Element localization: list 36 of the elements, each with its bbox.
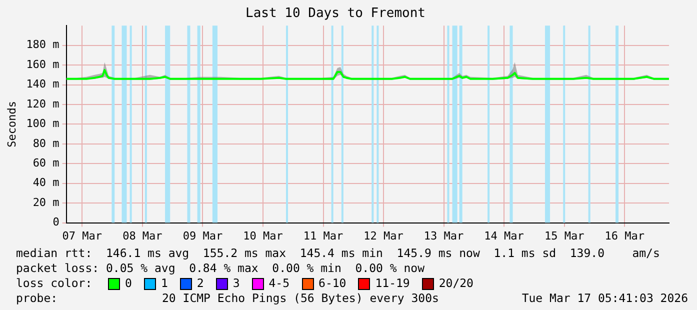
x-tick-label: 07 Mar [62,229,102,242]
x-tick-label: 14 Mar [484,229,524,242]
text: Tue Mar 17 05:41:03 2026 [522,291,688,306]
x-tick-label: 15 Mar [544,229,585,242]
y-axis-title: Seconds [5,101,18,148]
text: packet loss: 0.05 % avg 0.84 % max 0.00 % min 0.00 % now [16,261,426,276]
y-tick-label: 120 m [26,97,60,110]
chart-title: Last 10 Days to Fremont [245,6,426,22]
text: 0 [124,276,132,291]
text: 20 ICMP Echo Pings (56 Bytes) every 300s [162,291,439,305]
text: 2 [196,276,204,291]
x-tick-label: 12 Mar [364,229,404,242]
x-tick-label: 11 Mar [303,229,344,242]
text: 1 [160,276,168,291]
y-tick-label: 0 [52,216,60,229]
y-tick-label: 160 m [26,58,60,71]
x-tick-label: 16 Mar [604,229,645,242]
text: median rtt: 146.1 ms avg 155.2 ms max 145.4 ms min 145.9 ms now 1.1 ms sd 139.0 am/s [16,246,661,261]
x-tick-label: 09 Mar [182,229,223,242]
y-tick-label: 60 m [32,156,60,170]
y-tick-label: 40 m [32,176,60,190]
text: probe: [16,291,59,306]
text: 3 [232,276,240,291]
y-tick-label: 80 m [32,136,60,150]
text: 20/20 [438,276,474,291]
y-tick-label: 140 m [26,78,60,91]
x-tick-label: 10 Mar [243,229,284,242]
x-tick-label: 13 Mar [424,229,464,242]
y-tick-label: 100 m [26,117,60,130]
text: 6-10 [318,276,346,291]
text: 11-19 [374,276,410,291]
text: loss color: [16,276,94,291]
text: 4-5 [268,276,290,291]
y-tick-label: 20 m [32,196,60,209]
y-tick-label: 180 m [26,38,60,52]
x-tick-label: 08 Mar [122,229,163,242]
